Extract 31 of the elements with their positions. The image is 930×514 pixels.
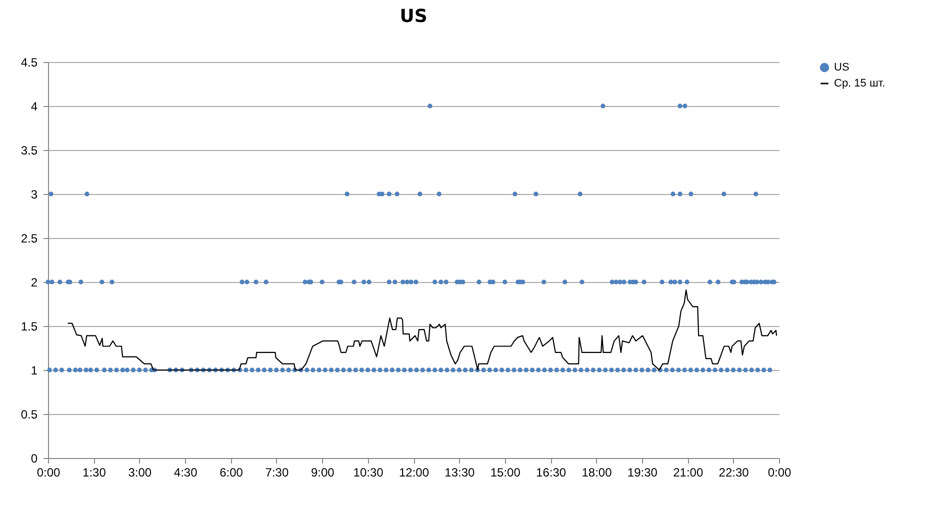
x-tick-label: 21:00: [673, 466, 704, 480]
x-tick-label: 19:30: [627, 466, 658, 480]
x-tick-label: 15:00: [490, 466, 521, 480]
line-series: [67, 289, 778, 371]
x-tick-label: 0:00: [768, 466, 792, 480]
x-tick-label: 7:30: [265, 466, 289, 480]
x-tick-label: 13:30: [444, 466, 476, 480]
x-tick-label: 18:00: [582, 466, 612, 480]
legend-label: Ср. 15 шт.: [834, 78, 886, 90]
y-tick-label: 1.5: [20, 320, 38, 334]
x-tick-label: 3:00: [128, 466, 152, 480]
y-tick-label: 4: [30, 100, 38, 114]
x-tick-label: 22:30: [718, 466, 750, 480]
y-tick-label: 1: [30, 364, 38, 378]
x-tick-label: 0:00: [36, 466, 60, 480]
x-tick-label: 12:00: [398, 466, 430, 480]
y-tick-label: 2: [30, 276, 38, 290]
y-tick-label: 3: [30, 188, 38, 202]
x-tick-label: 4:30: [174, 466, 198, 480]
y-tick-label: 0: [30, 452, 38, 466]
y-tick-label: 0.5: [20, 408, 38, 422]
x-tick-label: 6:00: [220, 466, 244, 480]
chart-title: US: [400, 6, 428, 27]
y-tick-label: 3.5: [20, 144, 38, 158]
legend-label: US: [834, 62, 850, 74]
y-tick-label: 2.5: [20, 232, 38, 246]
y-tick-label: 4.5: [20, 56, 38, 70]
x-tick-label: 9:00: [310, 466, 335, 480]
x-tick-label: 16:30: [536, 466, 566, 480]
x-tick-label: 1:30: [82, 466, 106, 480]
x-tick-label: 10:30: [353, 466, 384, 480]
